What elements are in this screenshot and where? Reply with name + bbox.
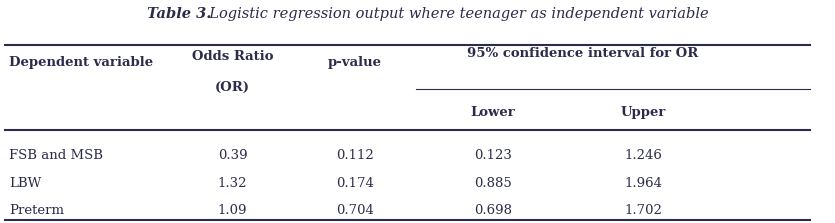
Text: FSB and MSB: FSB and MSB xyxy=(9,149,103,162)
Text: LBW: LBW xyxy=(9,177,41,190)
Text: 1.09: 1.09 xyxy=(218,204,247,217)
Text: Logistic regression output where teenager as independent variable: Logistic regression output where teenage… xyxy=(200,7,709,21)
Text: 0.123: 0.123 xyxy=(474,149,512,162)
Text: 1.32: 1.32 xyxy=(218,177,247,190)
Text: 1.246: 1.246 xyxy=(625,149,662,162)
Text: 0.174: 0.174 xyxy=(336,177,373,190)
Text: 0.704: 0.704 xyxy=(336,204,373,217)
Text: (OR): (OR) xyxy=(215,81,250,94)
Text: 0.112: 0.112 xyxy=(336,149,373,162)
Text: p-value: p-value xyxy=(327,56,382,69)
Text: Odds Ratio: Odds Ratio xyxy=(192,50,273,63)
Text: Table 3.: Table 3. xyxy=(147,7,211,21)
Text: Lower: Lower xyxy=(471,106,515,119)
Text: 0.885: 0.885 xyxy=(474,177,512,190)
Text: 1.964: 1.964 xyxy=(625,177,662,190)
Text: 1.702: 1.702 xyxy=(625,204,662,217)
Text: 0.39: 0.39 xyxy=(218,149,247,162)
Text: 95% confidence interval for OR: 95% confidence interval for OR xyxy=(467,47,698,60)
Text: Preterm: Preterm xyxy=(9,204,63,217)
Text: 0.698: 0.698 xyxy=(474,204,512,217)
Text: Upper: Upper xyxy=(620,106,666,119)
Text: Dependent variable: Dependent variable xyxy=(9,56,153,69)
